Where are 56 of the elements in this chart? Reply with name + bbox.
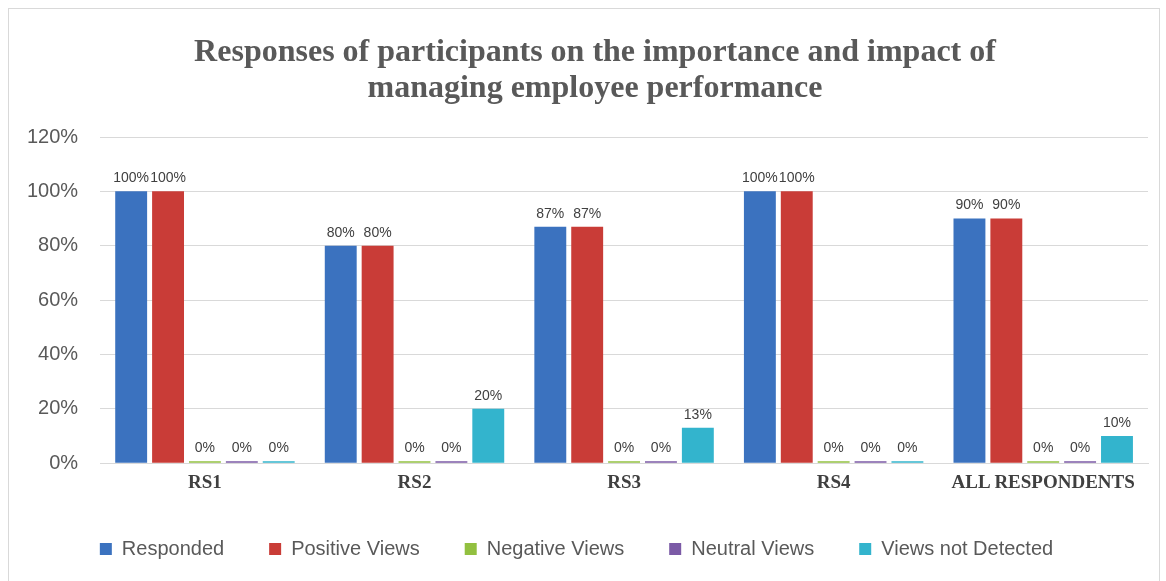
data-label: 13% xyxy=(683,405,712,422)
data-label: 100% xyxy=(778,169,815,186)
data-label: 90% xyxy=(955,196,984,213)
data-label: 0% xyxy=(194,439,216,456)
data-label: 90% xyxy=(992,196,1021,213)
bar xyxy=(743,191,776,463)
y-tick-label: 120% xyxy=(27,124,79,147)
y-tick-label: 100% xyxy=(27,178,79,201)
data-label: 100% xyxy=(741,169,778,186)
y-tick-label: 60% xyxy=(38,287,79,310)
data-label: 0% xyxy=(860,439,881,456)
y-tick-label: 0% xyxy=(49,450,79,473)
data-label: 0% xyxy=(613,439,635,456)
x-tick-label: RS4 xyxy=(816,470,852,492)
y-tick-label: 80% xyxy=(38,233,79,256)
data-label: 0% xyxy=(231,439,252,456)
data-label: 80% xyxy=(326,223,355,240)
data-label: 0% xyxy=(268,439,289,456)
data-label: 10% xyxy=(1102,413,1131,430)
bar xyxy=(953,218,986,463)
data-label: 0% xyxy=(650,439,672,456)
bar xyxy=(780,191,813,463)
y-tick-label: 20% xyxy=(38,396,79,419)
bar xyxy=(990,218,1023,463)
data-label: 87% xyxy=(536,204,565,221)
data-label: 100% xyxy=(113,169,150,186)
legend-label: Neutral Views xyxy=(691,536,815,559)
x-tick-label: RS2 xyxy=(397,470,432,492)
bar xyxy=(472,408,505,463)
bar xyxy=(681,427,714,463)
data-label: 0% xyxy=(441,439,462,456)
legend-label: Positive Views xyxy=(291,536,420,559)
bar xyxy=(361,245,394,463)
x-tick-label: ALL RESPONDENTS xyxy=(951,470,1135,492)
chart-title: Responses of participants on the importance and impact of managing employee performance xyxy=(193,32,998,104)
data-label: 87% xyxy=(573,204,602,221)
bar xyxy=(115,191,148,463)
x-tick-label: RS3 xyxy=(607,470,641,492)
bar xyxy=(534,226,567,463)
data-label: 100% xyxy=(150,169,186,186)
data-label: 0% xyxy=(1033,439,1054,456)
bar xyxy=(571,226,604,463)
data-label: 0% xyxy=(1069,439,1091,456)
legend-label: Responded xyxy=(121,536,225,559)
legend-label: Views not Detected xyxy=(881,536,1054,559)
x-tick-label: RS1 xyxy=(188,470,222,492)
data-label: 20% xyxy=(474,386,503,403)
data-label: 0% xyxy=(404,439,425,456)
bar xyxy=(324,245,357,463)
y-tick-label: 40% xyxy=(38,341,79,364)
bar xyxy=(152,191,185,463)
data-label: 80% xyxy=(363,223,392,240)
bar xyxy=(1101,436,1133,463)
data-label: 0% xyxy=(823,439,844,456)
data-label: 0% xyxy=(897,439,918,456)
legend-label: Negative Views xyxy=(486,536,625,559)
